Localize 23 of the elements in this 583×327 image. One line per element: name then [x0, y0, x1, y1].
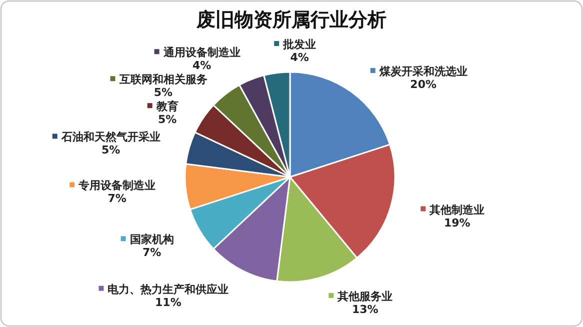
- data-label: 11%: [155, 296, 182, 309]
- data-label: 7%: [142, 246, 162, 260]
- legend-label: 国家机构: [130, 233, 174, 246]
- legend-label: 煤炭开采和洗选业: [378, 65, 468, 78]
- legend-label: 批发业: [282, 38, 316, 52]
- chart-title: 废旧物资所属行业分析: [196, 9, 386, 31]
- data-label: 19%: [444, 216, 470, 230]
- data-label: 13%: [352, 303, 378, 316]
- legend-label: 通用设备制造业: [162, 46, 240, 60]
- legend-label: 互联网和相关服务: [118, 73, 208, 86]
- data-label: 7%: [108, 192, 126, 206]
- data-label: 5%: [158, 113, 177, 126]
- legend-label: 其他制造业: [428, 203, 485, 216]
- data-label: 20%: [410, 78, 437, 92]
- data-label: 4%: [192, 59, 212, 72]
- data-label: 4%: [290, 51, 309, 64]
- legend-label: 电力、热力生产和供应业: [108, 282, 229, 296]
- legend-label: 石油和天然气开采业: [60, 130, 160, 144]
- data-label: 5%: [154, 86, 173, 100]
- legend-label: 其他服务业: [336, 290, 393, 303]
- legend-label: 专用设备制造业: [78, 179, 156, 192]
- legend-label: 教育: [155, 100, 178, 114]
- data-label: 5%: [102, 144, 120, 157]
